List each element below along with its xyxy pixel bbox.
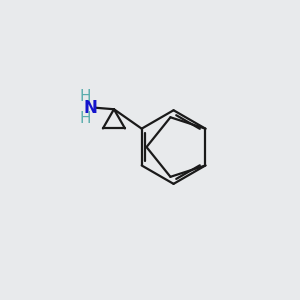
Text: H: H <box>79 111 91 126</box>
Text: N: N <box>83 99 97 117</box>
Text: H: H <box>79 89 91 104</box>
